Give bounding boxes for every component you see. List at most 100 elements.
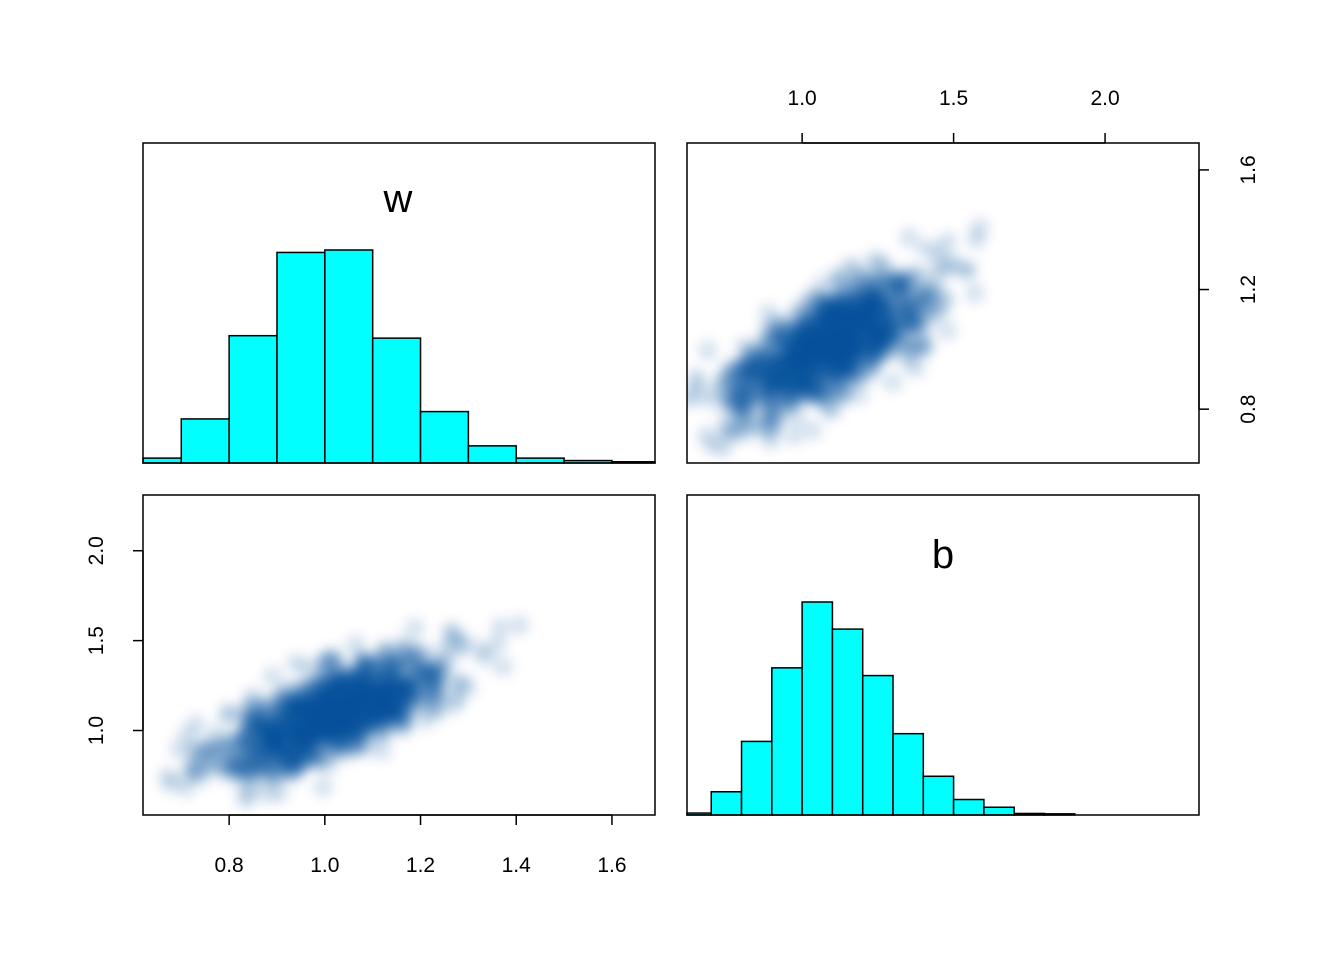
density-point-881 <box>284 742 305 763</box>
density-point-891 <box>870 288 891 309</box>
density-point-875 <box>936 320 957 341</box>
density-point-891 <box>396 673 417 694</box>
density-cloud-top-right <box>687 217 990 458</box>
panel-bottom-right-histogram-b: b <box>686 494 1200 816</box>
density-point-610 <box>845 256 866 277</box>
bottom-x-axis: 0.8 1.0 1.2 1.4 1.6 <box>215 814 627 877</box>
x-tick-label: 1.2 <box>406 854 435 877</box>
density-point-516 <box>475 646 496 667</box>
density-point-666 <box>865 250 886 271</box>
top-x-axis: 1.0 1.5 2.0 <box>788 87 1120 144</box>
density-point-898 <box>331 679 352 700</box>
panel-top-right-density-b-vs-w: 1.0 1.5 2.0 0.8 1.2 1.6 <box>686 87 1260 464</box>
density-point-516 <box>916 238 937 259</box>
histogram-bar-3 <box>276 251 326 464</box>
density-point-706 <box>687 388 697 409</box>
density-point-706 <box>235 789 256 810</box>
histogram-bar-10 <box>983 806 1015 816</box>
panel-title-b: b <box>932 533 954 577</box>
density-point-868 <box>889 318 910 339</box>
density-point-875 <box>345 634 366 655</box>
density-point-860 <box>734 336 755 357</box>
histogram-bar-2 <box>740 740 773 816</box>
density-point-517 <box>905 357 926 378</box>
y-tick-label: 1.6 <box>1237 155 1260 184</box>
density-point-872 <box>415 661 436 682</box>
density-point-641 <box>964 283 985 304</box>
density-point-896 <box>834 329 855 350</box>
density-point-851 <box>813 386 834 407</box>
histogram-bar-2 <box>228 334 278 464</box>
density-point-416 <box>783 425 804 446</box>
y-tick-label: 1.2 <box>1237 275 1260 304</box>
histogram-bar-4 <box>324 249 374 464</box>
density-point-851 <box>239 707 260 728</box>
x-tick-label: 1.5 <box>939 87 968 110</box>
density-point-727 <box>487 634 508 655</box>
density-point-861 <box>250 723 271 744</box>
density-cloud-bottom-left <box>157 615 530 810</box>
density-point-566 <box>312 776 333 797</box>
density-point-783 <box>453 630 474 651</box>
x-tick-label: 1.0 <box>788 87 817 110</box>
histogram-bar-7 <box>892 732 925 816</box>
panel-frame-top-left <box>142 142 656 464</box>
density-point-897 <box>262 768 283 789</box>
density-point-575 <box>490 617 511 638</box>
density-point-899 <box>320 743 341 764</box>
density-point-36 <box>802 420 823 441</box>
panel-title-w: w <box>383 177 413 221</box>
density-point-641 <box>404 618 425 639</box>
density-point-772 <box>928 301 949 322</box>
density-point-808 <box>431 659 452 680</box>
density-point-737 <box>756 403 777 424</box>
density-point-887 <box>245 741 266 762</box>
left-y-axis: 1.0 1.5 2.0 <box>85 536 144 745</box>
histogram-bars-b <box>686 601 1076 816</box>
density-point-783 <box>942 252 963 273</box>
y-tick-label: 1.5 <box>85 626 108 655</box>
histogram-bar-1 <box>180 418 230 464</box>
density-point-894 <box>348 678 369 699</box>
histogram-bar-8 <box>922 775 955 816</box>
density-point-738 <box>206 755 227 776</box>
density-point-861 <box>786 379 807 400</box>
density-point-871 <box>786 407 807 428</box>
density-point-566 <box>697 340 718 361</box>
histogram-bar-3 <box>771 667 803 816</box>
density-point-871 <box>206 723 227 744</box>
density-point-517 <box>285 653 306 674</box>
density-point-536 <box>713 437 734 458</box>
density-point-307 <box>176 777 197 798</box>
density-point-816 <box>805 290 826 311</box>
density-point-892 <box>292 705 313 726</box>
histogram-bar-4 <box>801 601 834 816</box>
density-point-140 <box>509 615 530 636</box>
density-point-727 <box>937 231 958 252</box>
density-point-483 <box>188 738 209 759</box>
histogram-bar-6 <box>861 674 894 816</box>
panel-top-left-histogram-w: w <box>142 142 656 464</box>
density-point-898 <box>861 328 882 349</box>
x-tick-label: 1.6 <box>597 854 626 877</box>
histogram-bars-w <box>142 249 656 464</box>
density-point-819 <box>715 416 736 437</box>
density-point-892 <box>817 353 838 374</box>
x-tick-label: 0.8 <box>215 854 244 877</box>
histogram-bar-1 <box>710 791 743 816</box>
x-tick-label: 1.0 <box>310 854 339 877</box>
density-point-453 <box>169 739 190 760</box>
x-tick-label: 2.0 <box>1090 87 1119 110</box>
density-point-489 <box>218 704 239 725</box>
panel-frame-bottom-right <box>686 494 1200 816</box>
density-point-897 <box>711 371 732 392</box>
density-point-852 <box>366 700 387 721</box>
density-point-887 <box>757 382 778 403</box>
density-point-876 <box>303 740 324 761</box>
density-point-896 <box>330 695 351 716</box>
density-point-829 <box>346 728 367 749</box>
density-point-872 <box>891 276 912 297</box>
density-point-536 <box>157 767 178 788</box>
density-point-868 <box>348 662 369 683</box>
